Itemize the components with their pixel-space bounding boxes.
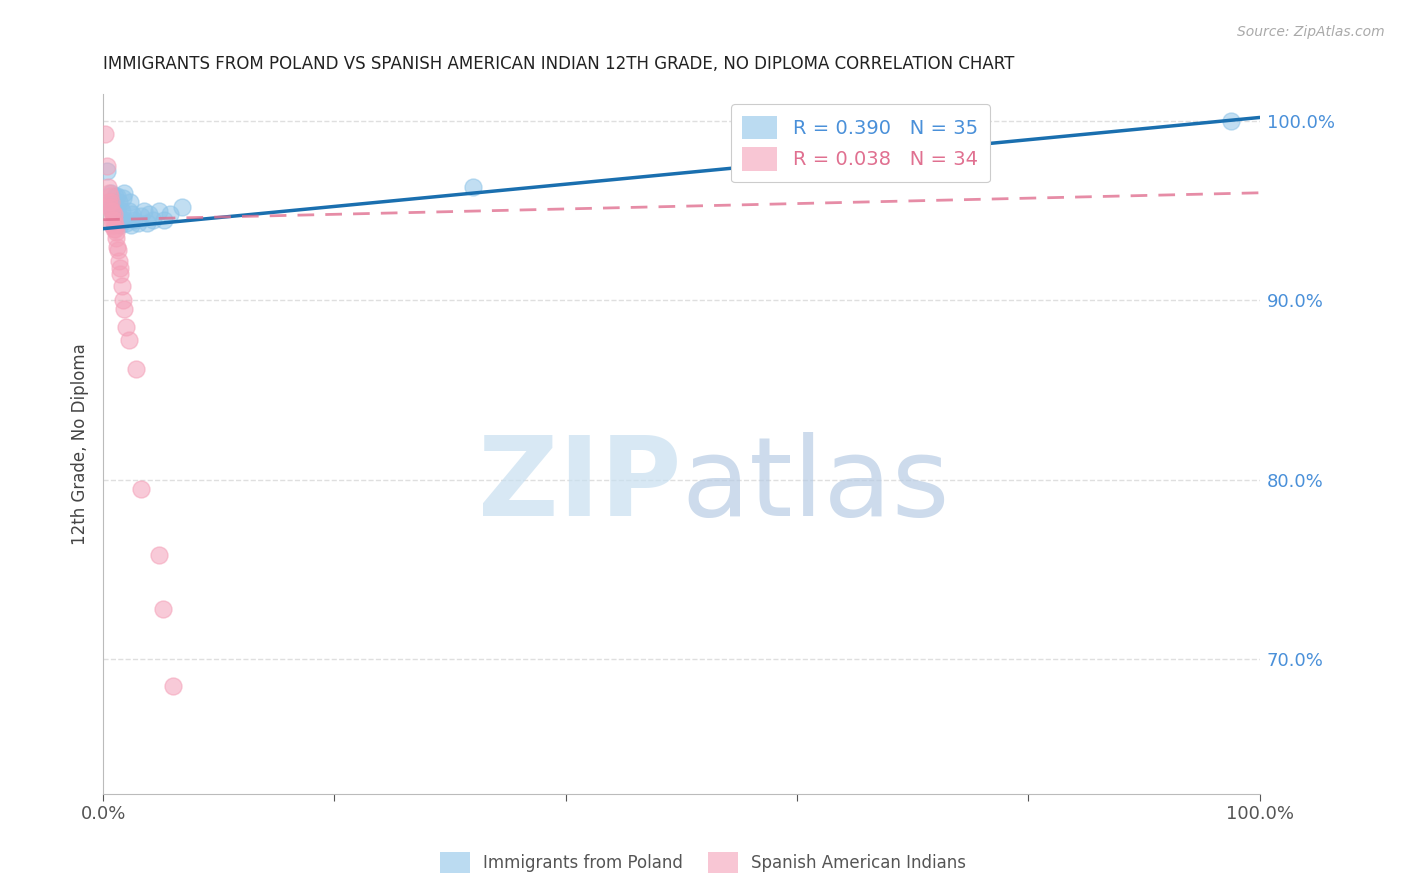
Point (104, 221, 127, 235)
Point (129, 209, 152, 223)
Point (111, 279, 134, 293)
Point (110, 261, 132, 276)
Point (100, 200, 122, 214)
Point (132, 203, 155, 218)
Point (124, 361, 146, 376)
Point (142, 212, 165, 227)
Point (159, 207, 181, 221)
Point (101, 203, 124, 218)
Point (98, 189, 121, 203)
Point (111, 203, 134, 218)
Legend: Immigrants from Poland, Spanish American Indians: Immigrants from Poland, Spanish American… (433, 846, 973, 880)
Point (100, 203, 122, 218)
Point (117, 203, 139, 218)
Point (121, 207, 143, 221)
Point (120, 218, 142, 232)
Point (112, 302, 135, 317)
Point (103, 212, 125, 227)
Text: atlas: atlas (682, 433, 950, 540)
Point (104, 189, 127, 203)
Text: IMMIGRANTS FROM POLAND VS SPANISH AMERICAN INDIAN 12TH GRADE, NO DIPLOMA CORRELA: IMMIGRANTS FROM POLAND VS SPANISH AMERIC… (103, 55, 1015, 73)
Point (98, 200, 121, 214)
Point (112, 186, 135, 200)
Point (107, 243, 129, 257)
Point (104, 230, 127, 244)
Point (115, 320, 138, 334)
Point (129, 482, 152, 496)
Point (101, 203, 124, 218)
Point (96, 164, 118, 178)
Point (101, 212, 124, 227)
Point (118, 194, 141, 209)
Point (105, 239, 128, 253)
Point (104, 203, 127, 218)
Point (103, 194, 125, 209)
Text: Source: ZipAtlas.com: Source: ZipAtlas.com (1237, 25, 1385, 39)
Point (107, 207, 129, 221)
Point (105, 212, 128, 227)
Point (97, 186, 120, 200)
Point (111, 191, 134, 205)
Point (162, 679, 184, 693)
Point (110, 218, 132, 232)
Point (152, 602, 174, 616)
Text: ZIP: ZIP (478, 433, 682, 540)
Point (94, 127, 117, 141)
Point (138, 207, 160, 221)
Point (115, 216, 138, 230)
Point (100, 194, 122, 209)
Point (96, 159, 118, 173)
Legend: R = 0.390   N = 35, R = 0.038   N = 34: R = 0.390 N = 35, R = 0.038 N = 34 (731, 103, 990, 183)
Point (105, 189, 128, 203)
Point (170, 200, 193, 214)
Point (114, 212, 136, 227)
Point (110, 267, 132, 281)
Point (463, 180, 485, 194)
Point (104, 225, 127, 239)
Point (100, 186, 122, 200)
Point (111, 293, 134, 308)
Point (103, 221, 125, 235)
Point (104, 218, 127, 232)
Point (148, 548, 170, 562)
Point (136, 216, 159, 230)
Point (103, 207, 125, 221)
Point (153, 212, 176, 227)
Point (1219, 114, 1241, 128)
Point (127, 216, 149, 230)
Point (124, 212, 146, 227)
Point (97, 180, 120, 194)
Point (148, 203, 170, 218)
Point (108, 194, 131, 209)
Point (101, 218, 124, 232)
Point (97, 194, 120, 209)
Point (104, 207, 127, 221)
Y-axis label: 12th Grade, No Diploma: 12th Grade, No Diploma (72, 343, 89, 545)
Point (117, 333, 139, 347)
Point (108, 254, 131, 268)
